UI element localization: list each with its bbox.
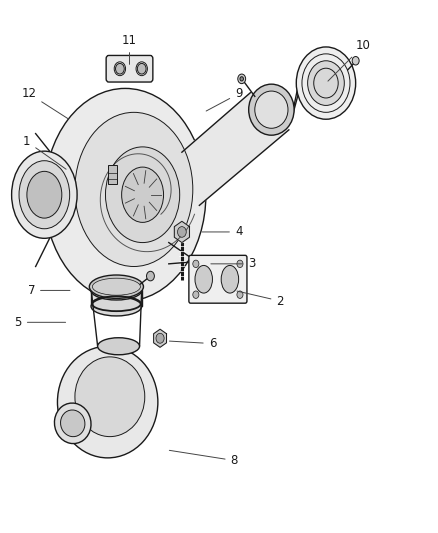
Ellipse shape (195, 265, 212, 293)
Circle shape (193, 291, 199, 298)
Ellipse shape (12, 151, 77, 238)
Ellipse shape (106, 147, 180, 243)
Ellipse shape (249, 84, 294, 135)
Ellipse shape (255, 91, 288, 128)
Ellipse shape (221, 265, 239, 293)
Circle shape (193, 260, 199, 268)
Ellipse shape (91, 281, 142, 300)
Ellipse shape (92, 278, 141, 295)
Circle shape (138, 63, 146, 74)
Bar (108, 165, 117, 184)
Ellipse shape (44, 88, 206, 301)
Text: 5: 5 (14, 316, 66, 329)
Text: 2: 2 (237, 291, 284, 308)
Ellipse shape (89, 275, 144, 298)
Text: 12: 12 (21, 87, 68, 119)
FancyBboxPatch shape (106, 55, 153, 82)
Ellipse shape (60, 410, 85, 437)
Ellipse shape (98, 338, 140, 355)
Circle shape (177, 227, 186, 237)
Polygon shape (182, 93, 289, 205)
Text: 4: 4 (202, 225, 242, 238)
Text: 10: 10 (328, 39, 371, 81)
Circle shape (238, 74, 246, 84)
Ellipse shape (307, 61, 344, 106)
Circle shape (352, 56, 359, 65)
Text: 1: 1 (23, 135, 66, 169)
Text: 8: 8 (170, 450, 238, 467)
Ellipse shape (54, 403, 91, 443)
Ellipse shape (122, 167, 163, 222)
Circle shape (116, 63, 124, 74)
Ellipse shape (75, 357, 145, 437)
Circle shape (237, 260, 243, 268)
Text: 11: 11 (122, 34, 137, 64)
Ellipse shape (27, 171, 62, 218)
Text: 6: 6 (170, 337, 216, 350)
Ellipse shape (57, 346, 158, 458)
Ellipse shape (75, 112, 193, 266)
Circle shape (147, 271, 154, 281)
Circle shape (240, 77, 244, 81)
Polygon shape (174, 221, 190, 243)
Circle shape (237, 291, 243, 298)
Ellipse shape (296, 47, 356, 119)
Text: 3: 3 (211, 257, 255, 270)
Ellipse shape (91, 297, 142, 316)
Text: 7: 7 (28, 284, 70, 297)
Polygon shape (154, 329, 166, 348)
Bar (91, 290, 142, 306)
FancyBboxPatch shape (189, 255, 247, 303)
Ellipse shape (19, 161, 70, 229)
Circle shape (156, 333, 164, 343)
Text: 9: 9 (206, 87, 242, 111)
